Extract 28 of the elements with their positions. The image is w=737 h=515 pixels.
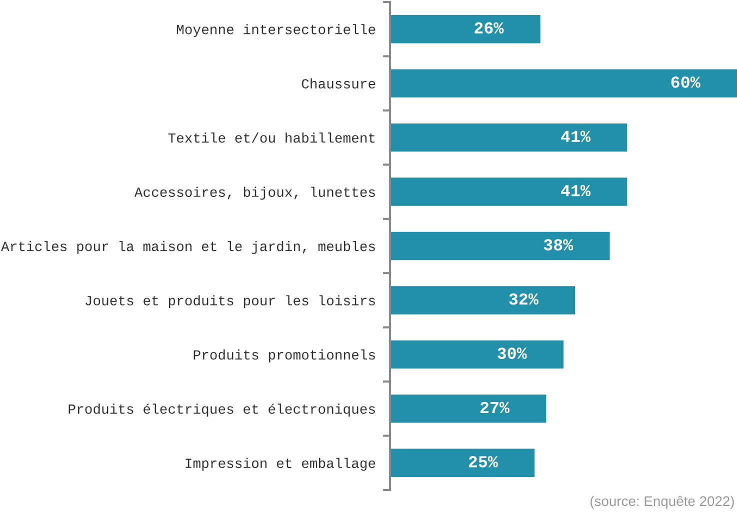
y-tick-label: Accessoires, bijoux, lunettes xyxy=(134,186,375,200)
bar xyxy=(390,69,737,98)
bar xyxy=(390,123,628,152)
data-label: 26% xyxy=(474,22,504,34)
data-label: 30% xyxy=(498,348,527,359)
y-tick-label: Produits électriques et électroniques xyxy=(68,404,375,417)
y-tick-label: Textile et/ou habillement xyxy=(168,132,375,143)
y-tick-label: Produits promotionnels xyxy=(194,349,375,362)
bar xyxy=(390,232,610,260)
data-label: 60% xyxy=(671,76,700,88)
bar xyxy=(390,178,628,206)
y-tick-label: Impression et emballage xyxy=(186,458,376,471)
bar xyxy=(390,394,546,423)
bar xyxy=(390,340,564,369)
data-label: 32% xyxy=(509,293,538,305)
bar xyxy=(390,286,576,314)
bar xyxy=(390,448,535,477)
y-tick-label: Chaussure xyxy=(302,78,376,89)
data-label: 25% xyxy=(468,456,498,468)
data-label: 38% xyxy=(544,239,574,250)
bar xyxy=(390,15,540,44)
data-label: 41% xyxy=(561,185,590,196)
y-tick-label: Jouets et produits pour les loisirs xyxy=(86,295,375,308)
text: (source: Enquête 2022) xyxy=(590,496,734,509)
data-label: 41% xyxy=(561,130,590,142)
y-tick-label: Moyenne intersectorielle xyxy=(176,24,376,38)
data-label: 27% xyxy=(480,402,510,414)
y-tick-label: Articles pour la maison et le jardin, meubles xyxy=(1,240,375,254)
